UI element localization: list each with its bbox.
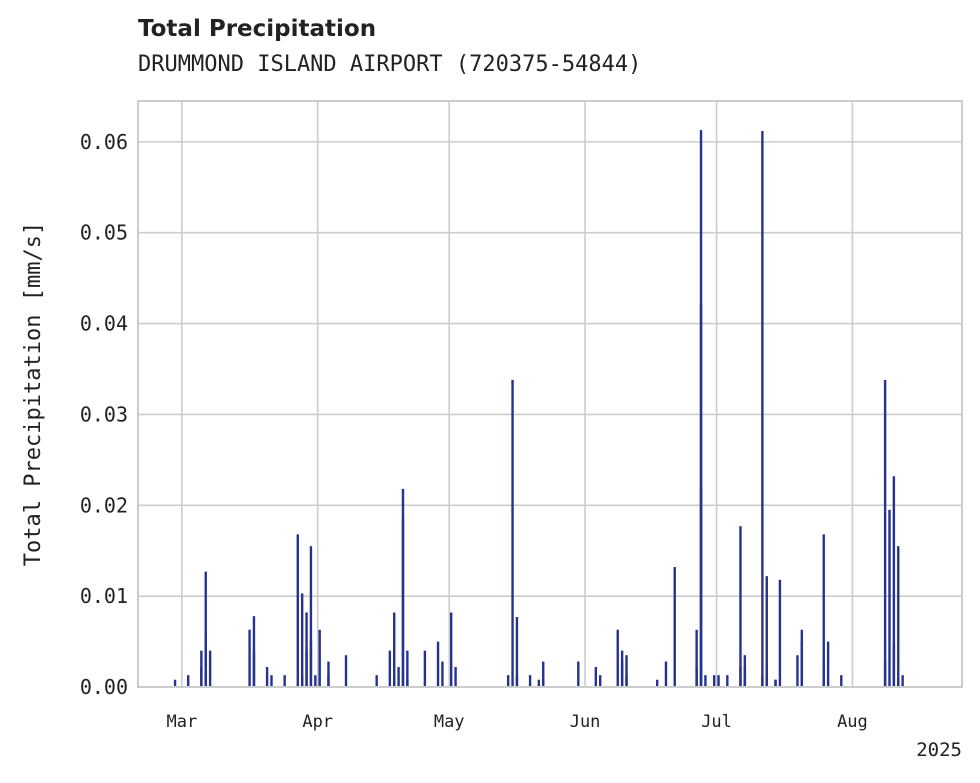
precipitation-bar — [594, 667, 598, 687]
precipitation-bar — [655, 679, 659, 687]
precipitation-bar — [397, 667, 400, 687]
precipitation-bar — [774, 679, 777, 687]
precipitation-bar — [664, 661, 668, 687]
precipitation-bar — [204, 571, 207, 687]
precipitation-bar — [765, 576, 768, 687]
precipitation-bar — [309, 641, 313, 687]
precipitation-series — [173, 130, 904, 688]
x-tick-label: May — [434, 712, 465, 732]
precipitation-bar — [511, 379, 514, 687]
precipitation-bar — [200, 650, 203, 687]
precipitation-bar — [252, 616, 256, 687]
precipitation-bar — [375, 675, 378, 687]
precipitation-bar — [327, 661, 330, 687]
precipitation-bar — [423, 650, 427, 687]
x-tick-label: Mar — [166, 712, 197, 732]
precipitation-bar — [577, 661, 580, 687]
precipitation-bar — [441, 661, 444, 687]
precipitation-bar — [840, 675, 843, 687]
x-tick-labels: Mar Apr May Jun Jul Aug — [166, 712, 867, 732]
y-axis-label: Total Precipitation [mm/s] — [21, 222, 46, 566]
precipitation-bar — [528, 675, 532, 687]
precipitation-bar — [542, 661, 545, 687]
precipitation-bar — [296, 534, 299, 687]
y-tick-label: 0.02 — [80, 493, 128, 517]
precipitation-bar — [892, 476, 896, 687]
y-tick-label: 0.01 — [80, 584, 128, 608]
precipitation-bar — [883, 379, 887, 687]
precipitation-bar — [393, 612, 396, 687]
precipitation-bar — [401, 518, 405, 687]
precipitation-bar — [625, 655, 628, 687]
precipitation-bar — [888, 509, 891, 687]
x-tick-label: Aug — [837, 712, 868, 732]
precipitation-bar — [699, 487, 703, 687]
precipitation-bar — [406, 650, 409, 687]
precipitation-bar — [270, 675, 273, 687]
x-tick-label: Jul — [701, 712, 732, 732]
precipitation-bar — [761, 130, 764, 688]
precipitation-bar — [515, 617, 519, 687]
y-tick-label: 0.04 — [80, 312, 128, 336]
precipitation-bar — [388, 650, 392, 687]
precipitation-bar — [704, 675, 707, 687]
precipitation-bar — [187, 675, 190, 687]
precipitation-bar — [822, 534, 825, 687]
precipitation-bar — [717, 675, 720, 687]
precipitation-bar — [248, 629, 251, 687]
precipitation-bar — [454, 667, 457, 687]
year-label: 2025 — [916, 739, 962, 761]
precipitation-bar — [826, 641, 830, 687]
x-tick-label: Jun — [570, 712, 601, 732]
chart-title: Total Precipitation — [138, 16, 377, 42]
precipitation-bar — [695, 667, 698, 687]
precipitation-bar — [765, 667, 768, 687]
y-tick-label: 0.06 — [80, 130, 128, 154]
precipitation-bar — [265, 667, 269, 687]
precipitation-bar — [712, 675, 716, 687]
precipitation-bar — [726, 675, 729, 687]
precipitation-bar — [208, 650, 212, 687]
x-tick-label: Apr — [302, 712, 333, 732]
precipitation-bar — [506, 675, 510, 687]
precipitation-bar — [449, 612, 453, 687]
y-tick-labels: 0.00 0.01 0.02 0.03 0.04 0.05 0.06 — [80, 130, 128, 699]
precipitation-bar — [695, 629, 698, 687]
precipitation-bar — [314, 675, 317, 687]
precipitation-bar — [673, 567, 676, 687]
precipitation-bar — [620, 661, 624, 687]
precipitation-bar — [318, 629, 321, 687]
precipitation-bar — [204, 650, 207, 687]
precipitation-bar — [300, 593, 304, 687]
y-tick-label: 0.05 — [80, 221, 128, 245]
precipitation-bar — [796, 655, 799, 687]
precipitation-bar — [743, 667, 747, 687]
precipitation-bar — [300, 675, 304, 687]
precipitation-bar — [173, 679, 177, 687]
precipitation-bar — [897, 546, 900, 687]
y-tick-label: 0.03 — [80, 402, 128, 426]
precipitation-bar — [739, 526, 742, 687]
precipitation-bar — [616, 629, 619, 687]
grid-lines — [138, 101, 962, 688]
precipitation-bar — [901, 675, 904, 687]
precipitation-bar — [305, 612, 308, 687]
precipitation-bar — [344, 655, 348, 687]
chart-subtitle: DRUMMOND ISLAND AIRPORT (720375-54844) — [138, 52, 642, 77]
precipitation-bar — [599, 675, 602, 687]
precipitation-bar — [436, 641, 440, 687]
plot-frame — [137, 100, 963, 688]
precipitation-bar — [800, 641, 804, 687]
precipitation-bar — [537, 679, 541, 687]
precipitation-bar — [778, 579, 782, 687]
precipitation-bar — [743, 679, 747, 687]
precipitation-bar — [283, 675, 286, 687]
precipitation-bar — [309, 546, 313, 687]
y-tick-label: 0.00 — [80, 675, 128, 699]
